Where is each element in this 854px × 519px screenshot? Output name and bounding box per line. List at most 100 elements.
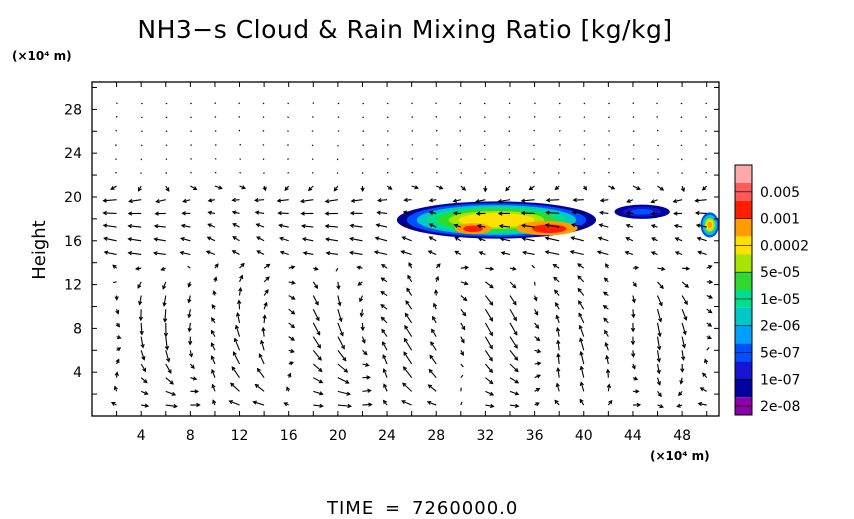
wind-arrow bbox=[374, 251, 388, 256]
wind-arrowhead bbox=[228, 400, 234, 405]
wind-arrowhead bbox=[579, 365, 584, 371]
wind-arrow bbox=[181, 224, 191, 228]
wind-arrow bbox=[435, 171, 438, 174]
wind-arrowhead bbox=[231, 366, 236, 371]
wind-arrowhead bbox=[139, 330, 144, 336]
wind-arrow bbox=[632, 309, 635, 318]
wind-arrowhead bbox=[624, 250, 630, 255]
wind-arrow bbox=[208, 223, 216, 228]
cloud-contour bbox=[631, 208, 654, 215]
wind-arrow bbox=[579, 325, 585, 337]
wind-arrow bbox=[484, 336, 493, 349]
wind-arrow bbox=[165, 363, 172, 374]
colorbar-label: 1e-05 bbox=[760, 292, 800, 308]
wind-arrowhead bbox=[102, 223, 108, 228]
wind-arrowhead bbox=[218, 185, 223, 190]
wind-arrow bbox=[188, 295, 191, 303]
wind-arrow bbox=[337, 363, 348, 373]
wind-arrowhead bbox=[262, 186, 267, 192]
wind-arrow bbox=[262, 130, 265, 132]
wind-arrow bbox=[140, 336, 144, 348]
wind-arrow bbox=[303, 252, 314, 256]
wind-arrowhead bbox=[554, 185, 559, 191]
wind-arrow bbox=[128, 238, 142, 242]
x-tick-label: 36 bbox=[526, 428, 544, 444]
wind-arrow bbox=[500, 238, 511, 242]
wind-arrowhead bbox=[597, 236, 603, 241]
wind-arrowhead bbox=[605, 368, 611, 374]
wind-arrowhead bbox=[461, 186, 467, 191]
wind-arrow bbox=[435, 129, 438, 132]
wind-arrow bbox=[558, 129, 561, 132]
wind-arrowhead bbox=[556, 352, 561, 358]
wind-arrowhead bbox=[382, 354, 387, 359]
x-tick-label: 48 bbox=[673, 428, 691, 444]
wind-arrow bbox=[337, 404, 351, 407]
wind-arrowhead bbox=[337, 301, 342, 307]
colorbar-label: 2e-06 bbox=[760, 319, 800, 335]
wind-arrow bbox=[231, 366, 240, 378]
wind-arrowhead bbox=[610, 185, 616, 190]
wind-arrow bbox=[460, 374, 464, 379]
wind-arrow bbox=[256, 223, 265, 228]
wind-arrowhead bbox=[367, 388, 372, 393]
wind-arrow bbox=[140, 350, 145, 360]
wind-arrowhead bbox=[406, 287, 411, 292]
wind-arrow bbox=[571, 237, 584, 242]
wind-arrowhead bbox=[578, 324, 583, 330]
wind-arrowhead bbox=[254, 198, 259, 203]
wind-arrow bbox=[557, 368, 560, 378]
wind-arrowhead bbox=[535, 324, 540, 329]
wind-arrowhead bbox=[634, 265, 640, 271]
wind-arrow bbox=[337, 390, 350, 395]
wind-arrowhead bbox=[604, 341, 609, 347]
wind-vector-field bbox=[102, 102, 714, 409]
wind-arrowhead bbox=[256, 236, 261, 241]
wind-arrowhead bbox=[319, 403, 324, 408]
wind-arrowhead bbox=[536, 374, 542, 379]
wind-arrowhead bbox=[695, 223, 701, 228]
colorbar: 0.005 0.001 0.0002 5e-05 1e-05 2e-06 5e-07 1e-0… bbox=[734, 164, 809, 416]
wind-arrow bbox=[239, 171, 242, 174]
wind-arrowhead bbox=[659, 186, 665, 191]
colorbar-label: 0.001 bbox=[760, 212, 800, 228]
wind-arrow bbox=[312, 363, 323, 372]
wind-arrow bbox=[239, 158, 242, 160]
wind-arrowhead bbox=[489, 266, 495, 271]
wind-arrow bbox=[558, 172, 560, 174]
wind-arrowhead bbox=[497, 211, 503, 216]
wind-arrowhead bbox=[187, 313, 192, 319]
wind-arrow bbox=[404, 325, 413, 337]
wind-arrowhead bbox=[291, 280, 296, 285]
wind-arrowhead bbox=[577, 275, 582, 280]
wind-arrow bbox=[140, 322, 143, 335]
wind-arrowhead bbox=[377, 198, 382, 203]
wind-arrow bbox=[190, 102, 192, 105]
wind-arrowhead bbox=[514, 403, 520, 408]
wind-arrowhead bbox=[214, 263, 219, 268]
wind-arrowhead bbox=[488, 368, 494, 374]
wind-arrow bbox=[262, 158, 265, 161]
wind-arrow bbox=[313, 377, 323, 384]
wind-arrowhead bbox=[632, 282, 637, 288]
wind-arrow bbox=[428, 369, 437, 379]
wind-arrow bbox=[187, 265, 191, 269]
wind-arrowhead bbox=[483, 187, 488, 193]
wind-arrow bbox=[522, 237, 535, 242]
wind-arrow bbox=[460, 308, 466, 316]
wind-arrowhead bbox=[187, 298, 192, 304]
wind-arrow bbox=[190, 116, 192, 119]
wind-arrow bbox=[382, 354, 388, 365]
wind-arrow bbox=[558, 102, 561, 105]
wind-arrowhead bbox=[633, 376, 639, 381]
plot-background bbox=[92, 82, 719, 416]
wind-arrowhead bbox=[366, 375, 371, 380]
wind-arrowhead bbox=[265, 276, 270, 281]
wind-arrowhead bbox=[571, 210, 577, 215]
wind-arrow bbox=[337, 349, 347, 361]
wind-arrow bbox=[695, 199, 707, 202]
wind-arrow bbox=[599, 224, 609, 228]
wind-arrow bbox=[657, 377, 661, 385]
wind-arrowhead bbox=[489, 284, 494, 289]
wind-arrow bbox=[383, 384, 388, 392]
